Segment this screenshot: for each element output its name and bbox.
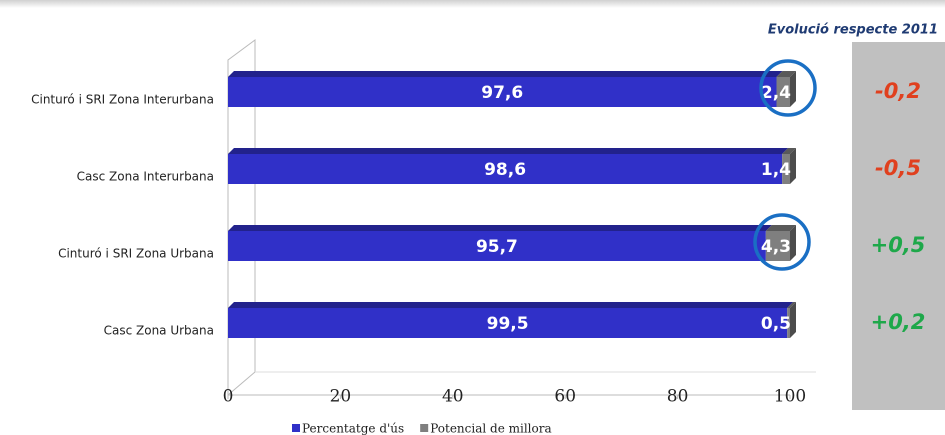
bar-side xyxy=(790,148,796,184)
x-tick-label: 80 xyxy=(667,387,689,407)
x-tick-label: 60 xyxy=(554,387,576,407)
legend-label: Potencial de millora xyxy=(430,422,551,435)
highlight-circle xyxy=(753,213,811,271)
legend-label: Percentatge d'ús xyxy=(302,422,404,435)
value-label: 2,4 xyxy=(761,83,791,103)
change-value: -0,2 xyxy=(875,79,921,103)
bar-top xyxy=(228,225,772,231)
change-panel xyxy=(852,42,945,410)
change-title: Evolució respecte 2011 xyxy=(768,23,938,38)
legend-swatch xyxy=(292,424,300,432)
bar-top xyxy=(765,225,796,231)
bar xyxy=(228,77,777,107)
value-label: 0,5 xyxy=(761,314,791,334)
bar-top xyxy=(787,302,796,308)
highlight-circle xyxy=(759,59,817,117)
bar-top xyxy=(776,71,796,77)
value-label: 4,3 xyxy=(761,237,791,257)
bar xyxy=(776,77,790,107)
change-value: +0,5 xyxy=(871,233,926,257)
bar xyxy=(787,308,790,338)
x-tick-label: 40 xyxy=(442,387,464,407)
bar xyxy=(765,231,790,261)
value-label: 1,4 xyxy=(761,160,791,180)
legend-swatch xyxy=(420,424,429,432)
bar xyxy=(228,154,783,184)
value-label: 95,7 xyxy=(476,237,518,257)
bar xyxy=(228,231,766,261)
bar-top xyxy=(228,148,789,154)
x-tick-label: 100 xyxy=(774,387,806,407)
bar-side xyxy=(790,225,796,261)
category-label: Casc Zona Urbana xyxy=(104,324,214,338)
bar-top xyxy=(782,148,796,154)
bar-top xyxy=(228,302,794,308)
top-shade xyxy=(0,0,945,8)
category-label: Casc Zona Interurbana xyxy=(77,170,214,184)
change-value: -0,5 xyxy=(875,156,921,180)
bar-side xyxy=(790,71,796,107)
bar xyxy=(228,308,788,338)
x-tick-label: 20 xyxy=(330,387,352,407)
value-label: 97,6 xyxy=(481,83,523,103)
x-tick-label: 0 xyxy=(223,387,234,407)
category-label: Cinturó i SRI Zona Interurbana xyxy=(31,93,214,107)
bar xyxy=(782,154,790,184)
change-value: +0,2 xyxy=(871,310,926,334)
bar-top xyxy=(228,71,783,77)
value-label: 99,5 xyxy=(487,314,529,334)
value-label: 98,6 xyxy=(484,160,526,180)
category-label: Cinturó i SRI Zona Urbana xyxy=(58,247,214,261)
bar-side xyxy=(790,302,796,338)
